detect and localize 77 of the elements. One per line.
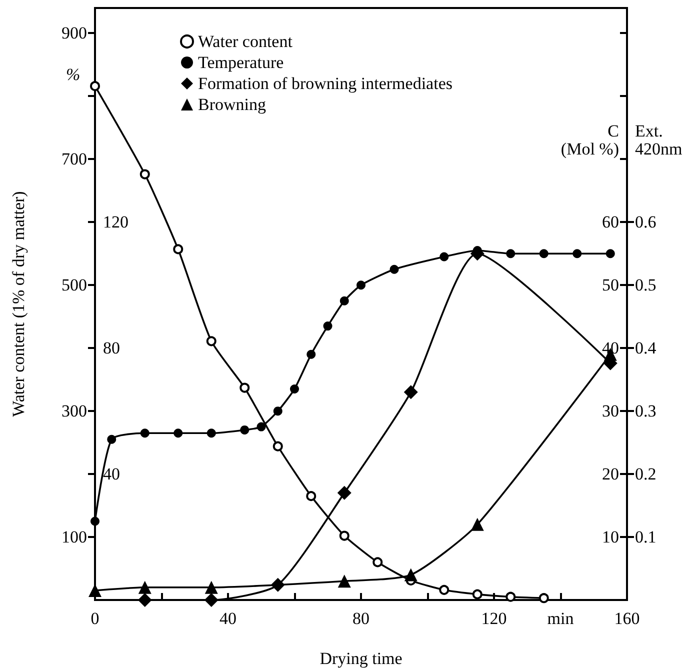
point xyxy=(272,441,283,452)
y3-tick-label: 40 xyxy=(602,338,619,358)
point xyxy=(439,584,450,595)
point xyxy=(256,422,266,432)
text: Ext. 420nm xyxy=(635,122,682,158)
point xyxy=(90,516,100,526)
point xyxy=(470,518,484,531)
point xyxy=(140,428,150,438)
text: 0.3 xyxy=(635,402,656,421)
point xyxy=(273,406,282,416)
point xyxy=(323,322,332,331)
point xyxy=(390,264,399,274)
point xyxy=(606,249,615,258)
y-tick-label: 700 xyxy=(62,150,87,169)
y3-tick-label: 30 xyxy=(602,402,619,421)
point xyxy=(306,491,316,502)
point xyxy=(206,336,216,346)
text: 0.4 xyxy=(635,338,657,358)
point xyxy=(206,428,216,438)
text: 0.5 xyxy=(635,276,656,295)
point xyxy=(290,384,299,394)
point xyxy=(338,574,351,588)
y-tick-label: 900 xyxy=(62,24,87,43)
y2-tick-label: 80 xyxy=(103,338,120,358)
point xyxy=(506,249,516,258)
point xyxy=(404,385,418,400)
point xyxy=(204,580,218,594)
y3-tick-label: 20 xyxy=(602,464,619,484)
point xyxy=(204,593,218,607)
point xyxy=(404,568,418,582)
x-axis-title: Drying time xyxy=(320,649,402,668)
point xyxy=(340,296,349,306)
x-tick-label: 80 xyxy=(352,609,370,628)
point xyxy=(174,428,183,438)
point xyxy=(440,252,449,262)
text: 0.6 xyxy=(635,212,656,232)
point xyxy=(88,584,102,598)
y2-tick-label: 40 xyxy=(103,464,120,484)
x-tick-label: 120 xyxy=(481,609,507,628)
point xyxy=(372,557,383,568)
y2-tick-label: 120 xyxy=(103,212,128,232)
y-tick-label: 100 xyxy=(62,528,87,547)
point xyxy=(472,589,482,600)
legend-label: Water content xyxy=(198,32,293,51)
y-axis-title: Water content (1% of dry matter) xyxy=(9,191,28,417)
point xyxy=(107,434,116,444)
text: 0.2 xyxy=(635,464,656,484)
point xyxy=(140,169,150,180)
point xyxy=(337,486,352,500)
point xyxy=(572,249,582,258)
x-tick-label: 0 xyxy=(90,609,100,628)
point xyxy=(138,580,152,594)
point xyxy=(339,530,350,541)
y3-tick-label: 60 xyxy=(602,212,619,232)
point xyxy=(240,382,250,393)
point xyxy=(138,593,152,607)
point xyxy=(90,81,100,92)
point xyxy=(240,425,250,434)
x-tick-label: min xyxy=(547,609,574,628)
legend-label: Temperature xyxy=(198,53,284,72)
y3-tick-label: 50 xyxy=(602,276,619,295)
point xyxy=(538,593,549,604)
x-tick-label: 160 xyxy=(614,609,640,628)
x-tick-label: 40 xyxy=(220,609,236,628)
point xyxy=(173,244,184,254)
point xyxy=(356,280,366,290)
legend-label: Browning xyxy=(198,95,266,114)
point xyxy=(306,350,316,359)
text: 0.1 xyxy=(635,528,656,547)
y3-axis-title: C (Mol %) xyxy=(560,122,619,158)
text: % xyxy=(66,65,80,84)
point xyxy=(506,592,516,602)
y-tick-label: 500 xyxy=(62,276,87,295)
legend-label: Formation of browning intermediates xyxy=(198,74,452,93)
y3-tick-label: 10 xyxy=(602,528,619,547)
point xyxy=(539,249,548,258)
y-tick-label: 300 xyxy=(62,402,87,421)
